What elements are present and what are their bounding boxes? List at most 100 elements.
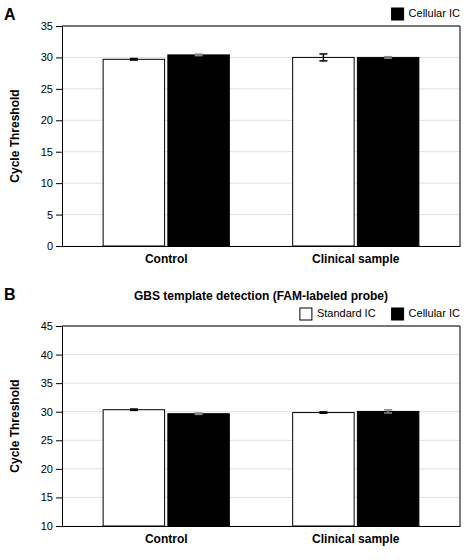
error-bar-cap	[319, 53, 327, 55]
y-axis: 0 5 10 15 20 25 30 35	[41, 20, 63, 252]
y-tick: 25	[41, 83, 62, 95]
plot-frame	[460, 326, 461, 526]
y-tick: 30	[41, 406, 62, 418]
x-tick-label: Control	[145, 532, 188, 546]
y-axis-line	[56, 327, 63, 527]
y-tick-label: 30	[41, 51, 53, 63]
y-tick: 10	[41, 177, 62, 189]
y-axis-title: Cycle Threshold	[8, 89, 22, 182]
error-bar-cap	[384, 56, 392, 58]
x-tick: Clinical sample	[312, 532, 400, 546]
error-bar-cap	[195, 55, 203, 57]
y-tick-mark	[56, 183, 62, 184]
legend-item: Standard IC	[300, 307, 376, 320]
y-axis-title: Cycle Threshold	[8, 379, 22, 472]
error-bar	[384, 410, 392, 413]
legend-label: Standard IC	[317, 307, 376, 319]
error-bar-cap	[195, 412, 203, 414]
y-tick-mark	[56, 246, 62, 247]
bar	[103, 410, 164, 526]
y-tick-mark	[56, 440, 62, 441]
y-tick: 25	[41, 434, 62, 446]
y-tick-label: 10	[41, 520, 53, 532]
y-tick: 5	[47, 209, 62, 221]
y-tick-mark	[56, 355, 62, 356]
bar	[357, 411, 418, 526]
y-tick: 10	[41, 520, 62, 532]
legend-swatch	[300, 308, 312, 320]
error-bar-stem	[323, 54, 325, 61]
y-tick-label: 20	[41, 114, 53, 126]
x-tick-label: Control	[145, 252, 188, 266]
grid-line	[62, 26, 460, 27]
y-axis: 10 15 20 25 30 35 40 45	[41, 320, 63, 532]
y-tick-label: 35	[41, 20, 53, 32]
error-bar-cap	[195, 53, 203, 55]
error-bar-cap	[130, 408, 138, 410]
x-tick: Clinical sample	[312, 252, 400, 266]
y-tick-mark	[56, 326, 62, 327]
y-tick-mark	[56, 152, 62, 153]
y-tick-label: 15	[41, 491, 53, 503]
y-tick-label: 25	[41, 83, 53, 95]
y-tick-mark	[56, 469, 62, 470]
y-tick: 15	[41, 146, 62, 158]
grid	[62, 26, 460, 246]
x-axis-line	[63, 246, 461, 247]
legend: Standard IC Cellular IC	[300, 307, 460, 320]
panel: 0 5 10 15 20 25 30 35 Control Clinical sample Cycl…	[4, 6, 461, 266]
y-tick-mark	[56, 412, 62, 413]
x-axis-line	[63, 526, 461, 527]
x-tick-label: Clinical sample	[312, 532, 400, 546]
bars	[103, 409, 419, 526]
y-tick-mark	[56, 57, 62, 58]
y-tick: 20	[41, 114, 62, 126]
error-bar	[319, 54, 327, 61]
error-bar-cap	[130, 59, 138, 61]
plot-area: 0 5 10 15 20 25 30 35 Control Clinical sample	[41, 20, 461, 266]
y-tick-mark	[56, 383, 62, 384]
y-tick-label: 45	[41, 320, 53, 332]
error-bar	[384, 57, 392, 59]
x-axis: Control Clinical sample	[63, 527, 461, 546]
y-tick: 30	[41, 51, 62, 63]
legend-label: Cellular IC	[409, 7, 460, 19]
error-bar-cap	[319, 411, 327, 413]
y-tick-label: 35	[41, 377, 53, 389]
bar	[293, 413, 354, 526]
title: GBS template detection (FAM-labeled prob…	[134, 289, 388, 303]
plot-frame	[460, 26, 461, 246]
y-tick-label: 20	[41, 463, 53, 475]
bar	[357, 57, 418, 246]
x-tick: Control	[145, 252, 188, 266]
error-bar-cap	[130, 58, 138, 60]
legend-swatch	[392, 308, 404, 320]
y-tick-label: 40	[41, 349, 53, 361]
error-bar	[130, 59, 138, 61]
y-tick-mark	[56, 26, 62, 27]
error-bar-cap	[384, 409, 392, 411]
bar	[168, 414, 229, 526]
bars	[103, 54, 419, 246]
y-tick-label: 25	[41, 434, 53, 446]
error-bar-cap	[195, 414, 203, 416]
y-tick: 45	[41, 320, 62, 332]
legend-label: Cellular IC	[409, 307, 460, 319]
y-tick-mark	[56, 215, 62, 216]
chart-root: 0 5 10 15 20 25 30 35 Control Clinical sample Cycl…	[0, 0, 474, 560]
error-bar-cap	[319, 413, 327, 415]
y-tick: 15	[41, 491, 62, 503]
grid-line	[62, 383, 460, 384]
legend-item: Cellular IC	[392, 7, 460, 20]
y-tick-label: 30	[41, 406, 53, 418]
y-tick: 40	[41, 349, 62, 361]
x-axis: Control Clinical sample	[63, 247, 461, 266]
y-tick-mark	[56, 120, 62, 121]
error-bar-cap	[384, 412, 392, 414]
y-tick-label: 15	[41, 146, 53, 158]
panel: 10 15 20 25 30 35 40 45 Control Clinical sample Cy…	[4, 286, 461, 546]
error-bar	[319, 412, 327, 413]
y-tick-label: 0	[47, 240, 53, 252]
error-bar	[195, 413, 203, 414]
legend-swatch	[392, 8, 404, 20]
